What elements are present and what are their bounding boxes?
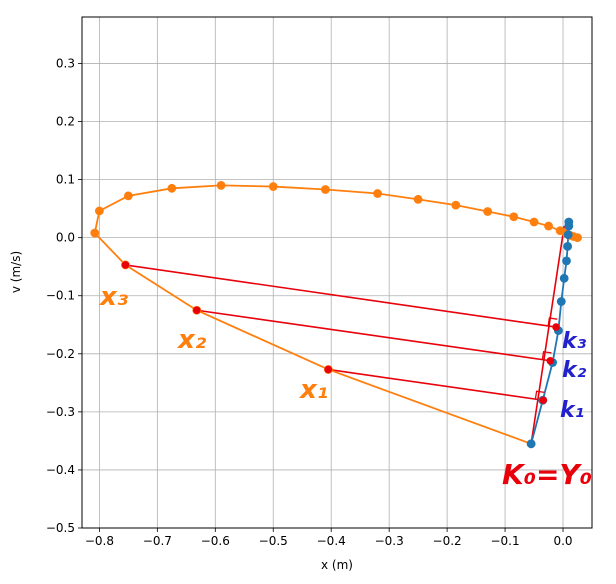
- series-0-point: [544, 221, 553, 231]
- x-tick-label: −0.3: [375, 534, 404, 548]
- y-tick-label: 0.1: [56, 173, 75, 187]
- projection-start-point: [324, 365, 333, 374]
- series-1-point: [562, 256, 571, 266]
- series-0-point: [90, 228, 100, 238]
- y-tick-label: 0.3: [56, 56, 75, 70]
- projection-end-point: [552, 323, 560, 331]
- series-0-point: [94, 206, 104, 216]
- annotation-k2: k₂: [562, 358, 587, 383]
- annotation-x2: x₂: [176, 325, 207, 355]
- series-0-point: [216, 180, 226, 190]
- series-0-point: [509, 212, 519, 222]
- series-1-point: [563, 230, 573, 240]
- x-tick-label: −0.1: [490, 534, 519, 548]
- series-0-point: [167, 183, 177, 193]
- series-0-point: [321, 185, 330, 194]
- x-tick-label: −0.5: [259, 534, 288, 548]
- projection-start-point: [121, 261, 130, 269]
- annotation-x3: x₃: [98, 282, 129, 312]
- right-angle-marker: [541, 350, 552, 360]
- series-0-point: [529, 217, 539, 227]
- y-tick-label: −0.4: [46, 463, 75, 477]
- projection-end-point: [539, 396, 548, 405]
- projection-line: [196, 309, 551, 362]
- series-0-point: [373, 189, 382, 198]
- y-tick-label: −0.2: [46, 347, 75, 361]
- series-1-point: [564, 217, 574, 227]
- series-0-point: [268, 182, 278, 191]
- annotation-k0: K₀=Y₀: [502, 458, 592, 491]
- x-tick-label: −0.7: [143, 534, 172, 548]
- x-tick-label: −0.6: [201, 534, 230, 548]
- right-angle-marker: [534, 390, 545, 400]
- plot-area: [90, 180, 582, 449]
- y-tick-label: −0.5: [46, 521, 75, 535]
- series-1-point: [556, 297, 566, 306]
- subspace-line: [530, 225, 565, 444]
- y-tick-label: 0.2: [56, 115, 75, 129]
- series-1-point: [559, 273, 569, 283]
- annotation-k3: k₃: [562, 329, 587, 354]
- series-1-point: [526, 439, 536, 449]
- series-0-point: [413, 194, 423, 204]
- y-tick-label: 0.0: [56, 231, 75, 245]
- annotation-k1: k₁: [560, 398, 584, 423]
- series-0-point: [123, 191, 133, 201]
- annotation-x1: x₁: [298, 375, 328, 405]
- series-1-point: [563, 241, 573, 251]
- projection-start-point: [192, 306, 201, 315]
- projection-line: [328, 368, 544, 402]
- plot-frame: [81, 16, 593, 529]
- x-tick-label: −0.2: [433, 534, 462, 548]
- series-0-point: [451, 200, 461, 210]
- x-axis-label: x (m): [321, 558, 353, 572]
- y-axis-label: v (m/s): [9, 251, 23, 293]
- right-angle-marker: [547, 317, 558, 327]
- x-tick-label: −0.4: [317, 534, 346, 548]
- series-0-point: [483, 207, 493, 216]
- ticks: −0.8 −0.7 −0.6 −0.5 −0.4 −0.3 −0.2 −0.1 0.0 −0.5 −…: [46, 56, 573, 548]
- projection-end-point: [546, 356, 555, 365]
- x-tick-label: −0.8: [85, 534, 114, 548]
- y-tick-label: −0.1: [46, 289, 75, 303]
- series-0-point: [573, 233, 582, 243]
- y-tick-label: −0.3: [46, 405, 75, 419]
- x-tick-label: 0.0: [553, 534, 572, 548]
- projection-line: [125, 264, 557, 328]
